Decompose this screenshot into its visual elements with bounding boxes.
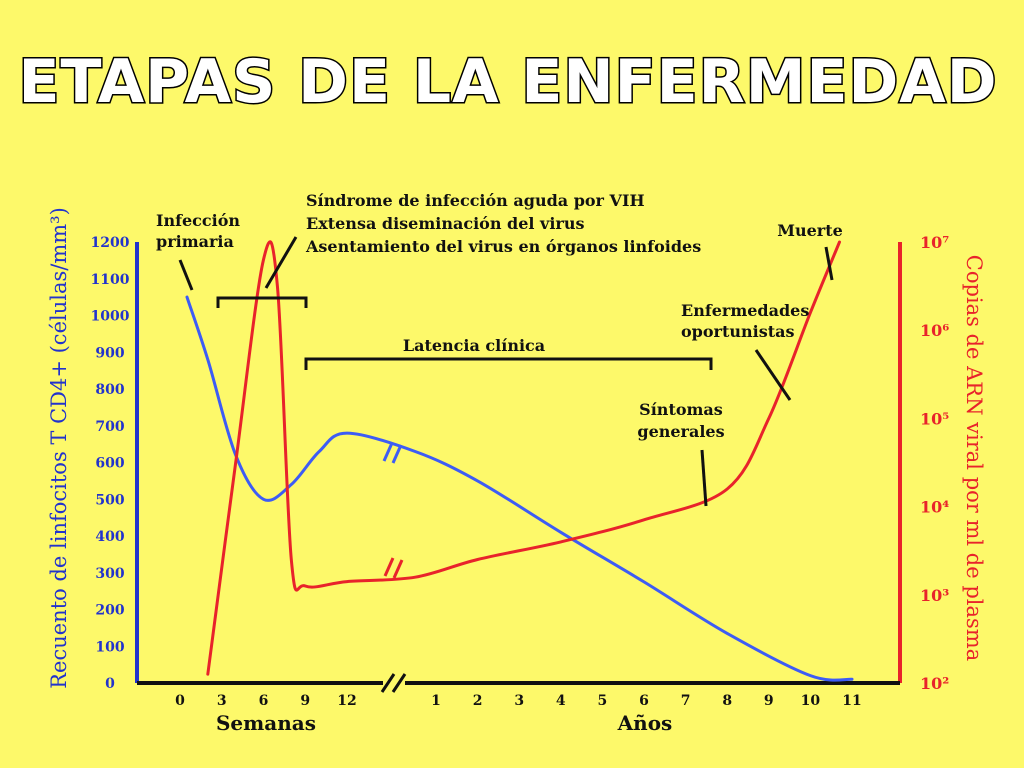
x-tick-label-anos: 5 — [598, 693, 608, 709]
y-right-tick-label: 10⁷ — [920, 233, 949, 252]
pointer-primary-infection — [178, 259, 194, 291]
bracket-latency — [304, 357, 713, 370]
y-right-tick-label: 10⁵ — [920, 409, 949, 428]
x-unit-anos: Años — [617, 711, 673, 735]
x-tick-label-anos: 8 — [722, 693, 732, 709]
y-right-axis-title: Copias de ARN viral por ml de plasma — [962, 255, 986, 662]
y-right-tick-label: 10⁶ — [920, 321, 949, 340]
y-left-tick-label: 300 — [95, 566, 124, 582]
y-left-axis-title: Recuento de linfocitos T CD4+ (células/m… — [47, 207, 71, 689]
pointer-acute-syndrome — [264, 236, 298, 289]
annotation-symptoms-2: generales — [637, 422, 724, 441]
annotation-latency: Latencia clínica — [403, 336, 545, 355]
annotation-acute-syndrome-2: Extensa diseminación del virus — [306, 214, 585, 233]
pointer-death — [824, 246, 834, 281]
x-tick-label-semanas: 3 — [217, 693, 227, 709]
x-tick-labels-semanas: 0 3 6 9 12 — [175, 693, 357, 709]
y-left-tick-label: 900 — [95, 345, 124, 361]
annotation-acute-syndrome-3: Asentamiento del virus en órganos linfoi… — [305, 237, 701, 256]
x-tick-label-anos: 1 — [431, 693, 441, 709]
blue-curve-break — [382, 442, 403, 464]
y-right-tick-label: 10⁴ — [920, 498, 949, 517]
y-left-tick-label: 1000 — [91, 309, 130, 325]
y-left-tick-label: 400 — [95, 529, 124, 545]
y-left-tick-label: 1200 — [91, 235, 130, 251]
x-tick-label-anos: 2 — [473, 693, 483, 709]
x-tick-labels-anos: 1 2 3 4 5 6 7 8 9 10 11 — [431, 693, 862, 709]
x-tick-label-anos: 10 — [801, 693, 821, 709]
annotation-primary-infection-2: primaria — [156, 232, 234, 251]
y-left-tick-label: 500 — [95, 492, 124, 508]
x-tick-label-semanas: 0 — [175, 693, 185, 709]
y-left-tick-label: 700 — [95, 419, 124, 435]
annotation-opportunistic-1: Enfermedades — [681, 301, 809, 320]
bracket-acute — [216, 296, 308, 308]
pointer-opportunistic — [754, 349, 792, 401]
x-tick-label-anos: 4 — [556, 693, 566, 709]
page-title: ETAPAS DE LA ENFERMEDAD — [18, 47, 997, 117]
x-tick-label-semanas: 6 — [259, 693, 269, 709]
right-tick-labels: 10² 10³ 10⁴ 10⁵ 10⁶ 10⁷ — [920, 233, 949, 693]
left-tick-labels: 0 100 200 300 400 500 600 700 800 900 1000 1100 1200 — [91, 235, 130, 692]
annotation-primary-infection-1: Infección — [156, 211, 240, 230]
annotation-acute-syndrome-1: Síndrome de infección aguda por VIH — [306, 191, 645, 210]
annotation-opportunistic-2: oportunistas — [681, 322, 794, 341]
red-curve-break — [383, 557, 404, 579]
y-left-tick-label: 200 — [95, 603, 124, 619]
annotation-death: Muerte — [777, 221, 843, 240]
x-tick-label-semanas: 9 — [300, 693, 310, 709]
x-unit-semanas: Semanas — [216, 711, 316, 735]
y-left-tick-label: 0 — [105, 676, 115, 692]
x-tick-label-anos: 3 — [514, 693, 524, 709]
x-tick-label-anos: 11 — [842, 693, 861, 709]
y-left-tick-label: 100 — [95, 639, 124, 655]
series-layer — [185, 240, 854, 682]
y-left-tick-label: 600 — [95, 456, 124, 472]
y-left-tick-label: 1100 — [91, 272, 130, 288]
y-right-tick-label: 10³ — [920, 586, 949, 605]
x-tick-label-anos: 6 — [639, 693, 649, 709]
annotation-symptoms-1: Síntomas — [639, 400, 723, 419]
x-tick-label-anos: 9 — [764, 693, 774, 709]
x-tick-label-semanas: 12 — [337, 693, 356, 709]
x-tick-label-anos: 7 — [681, 693, 691, 709]
pointer-symptoms — [700, 449, 708, 507]
viral-load-line — [206, 240, 841, 676]
x-axis-break — [380, 673, 407, 693]
y-right-tick-label: 10² — [920, 674, 949, 693]
y-left-tick-label: 800 — [95, 382, 124, 398]
